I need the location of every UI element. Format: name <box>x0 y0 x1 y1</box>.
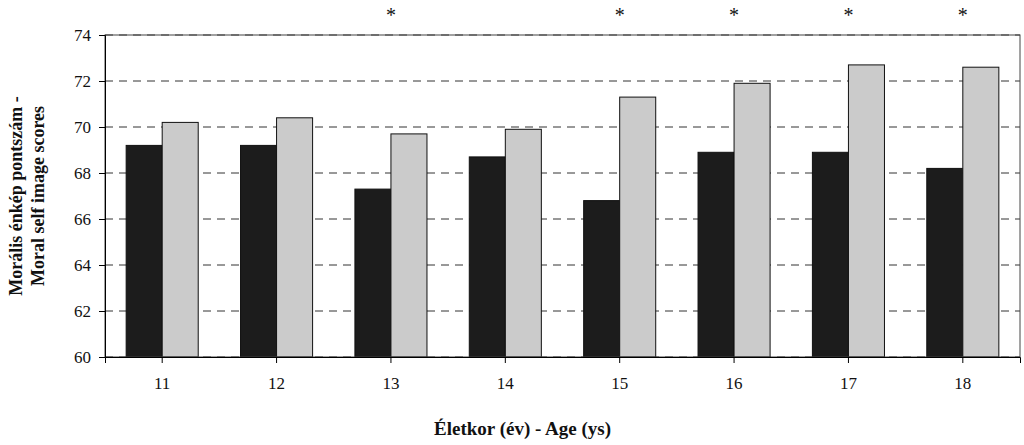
bar <box>277 118 313 357</box>
bar <box>698 152 734 357</box>
x-axis-line <box>106 358 1021 364</box>
annotation: * <box>615 4 625 26</box>
y-tick: 68 <box>74 164 105 183</box>
bars <box>126 65 999 357</box>
bar <box>391 134 427 357</box>
annotation: * <box>958 4 968 26</box>
y-tick-mark <box>99 265 105 266</box>
y-tick-label: 70 <box>74 118 91 137</box>
bar <box>927 168 963 357</box>
x-axis: 11 12 13 14 15 16 17 18 <box>106 357 1021 393</box>
plot-frame <box>105 35 1020 357</box>
x-tick-label: 13 <box>382 374 399 393</box>
x-tick-label: 16 <box>726 374 743 393</box>
x-tick-label: 15 <box>611 374 628 393</box>
bar <box>734 83 770 357</box>
y-tick-mark <box>99 81 105 82</box>
y-tick-mark <box>99 219 105 220</box>
y-tick-mark <box>99 311 105 312</box>
y-tick-label: 60 <box>74 348 91 367</box>
bar <box>126 145 162 357</box>
y-tick: 64 <box>74 256 105 275</box>
y-tick-label: 62 <box>74 302 91 321</box>
bar <box>162 122 198 357</box>
bar <box>469 157 505 357</box>
y-axis-title: Morális énkép pontszám - <box>6 96 26 296</box>
y-tick: 70 <box>74 118 105 137</box>
x-tick: 12 <box>268 357 285 393</box>
x-tick-label: 14 <box>497 374 515 393</box>
x-tick-mark <box>848 357 849 363</box>
bar <box>812 152 848 357</box>
x-tick: 15 <box>611 357 628 393</box>
y-axis-line <box>99 36 106 358</box>
x-tick-label: 18 <box>954 374 971 393</box>
y-tick-label: 74 <box>74 26 92 45</box>
y-tick: 60 <box>74 348 105 367</box>
y-tick-label: 66 <box>74 210 91 229</box>
y-tick-mark <box>99 357 105 358</box>
x-tick-mark <box>734 357 735 363</box>
bar <box>848 65 884 357</box>
bar <box>620 97 656 357</box>
x-tick: 16 <box>726 357 743 393</box>
y-axis: 60 62 64 66 68 70 72 74 <box>74 26 106 367</box>
bar <box>584 201 620 357</box>
plot: 60 62 64 66 68 70 72 74 11 12 13 14 15 16 17 18 <box>74 26 1021 393</box>
y-axis-title: Moral self image scores <box>28 106 48 286</box>
x-tick-label: 17 <box>840 374 858 393</box>
bar <box>241 145 277 357</box>
x-tick: 18 <box>954 357 971 393</box>
x-tick-mark <box>276 357 277 363</box>
x-tick-mark <box>619 357 620 363</box>
y-tick: 66 <box>74 210 105 229</box>
annotation: * <box>729 4 739 26</box>
y-tick-mark <box>99 35 105 36</box>
annotation: * <box>386 4 396 26</box>
y-tick-mark <box>99 173 105 174</box>
chart: 60 62 64 66 68 70 72 74 11 12 13 14 15 16 17 18 * * * * * Éle… <box>0 0 1024 445</box>
bar <box>963 67 999 357</box>
y-tick-label: 64 <box>74 256 92 275</box>
y-tick-label: 72 <box>74 72 91 91</box>
x-tick-mark <box>390 357 391 363</box>
x-tick-label: 12 <box>268 374 285 393</box>
x-tick-label: 11 <box>154 374 170 393</box>
y-tick-mark <box>99 127 105 128</box>
grid <box>105 35 1020 357</box>
y-tick-label: 68 <box>74 164 91 183</box>
x-tick-mark <box>162 357 163 363</box>
y-tick: 72 <box>74 72 105 91</box>
x-tick: 11 <box>154 357 170 393</box>
x-tick-mark <box>505 357 506 363</box>
x-tick: 17 <box>840 357 858 393</box>
bar <box>355 189 391 357</box>
y-tick: 62 <box>74 302 105 321</box>
annotation: * <box>843 4 853 26</box>
x-tick-mark <box>962 357 963 363</box>
y-tick: 74 <box>74 26 105 45</box>
x-tick: 14 <box>497 357 515 393</box>
x-tick: 13 <box>382 357 399 393</box>
x-axis-title: Életkor (év) - Age (ys) <box>434 418 611 440</box>
bar <box>505 129 541 357</box>
